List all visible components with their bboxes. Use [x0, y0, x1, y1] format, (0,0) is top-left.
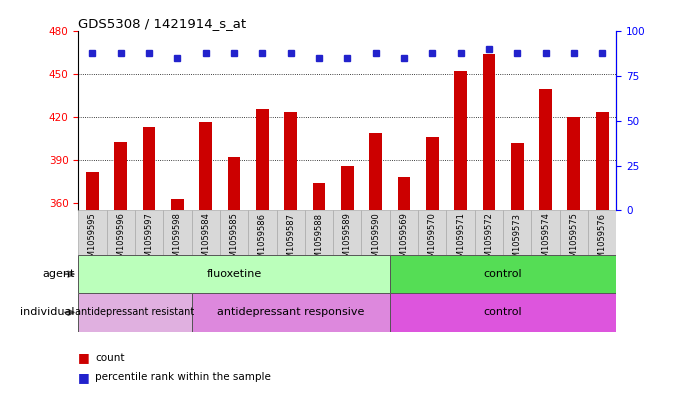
Text: GSM1059588: GSM1059588 — [315, 213, 323, 268]
Bar — [163, 210, 191, 255]
Text: agent: agent — [42, 269, 75, 279]
Text: GSM1059590: GSM1059590 — [371, 213, 380, 268]
Text: GSM1059571: GSM1059571 — [456, 213, 465, 268]
Text: GSM1059570: GSM1059570 — [428, 213, 437, 268]
Text: antidepressant responsive: antidepressant responsive — [217, 307, 364, 318]
Text: antidepressant resistant: antidepressant resistant — [76, 307, 195, 318]
Bar — [333, 210, 362, 255]
Bar — [191, 293, 390, 332]
Bar — [200, 121, 212, 210]
Bar — [503, 210, 531, 255]
Bar — [398, 177, 411, 210]
Text: GSM1059597: GSM1059597 — [144, 213, 154, 268]
Bar — [362, 210, 390, 255]
Text: GSM1059585: GSM1059585 — [229, 213, 238, 268]
Text: ■: ■ — [78, 351, 90, 364]
Bar — [447, 210, 475, 255]
Bar — [248, 210, 276, 255]
Bar — [369, 133, 382, 210]
Text: percentile rank within the sample: percentile rank within the sample — [95, 372, 271, 382]
Bar — [483, 54, 495, 210]
Text: GSM1059596: GSM1059596 — [116, 213, 125, 268]
Text: GSM1059586: GSM1059586 — [258, 213, 267, 268]
Text: GSM1059572: GSM1059572 — [484, 213, 494, 268]
Bar — [276, 210, 305, 255]
Bar — [284, 112, 297, 210]
Bar — [596, 112, 609, 210]
Bar — [256, 109, 269, 210]
Bar — [78, 293, 191, 332]
Bar — [341, 166, 353, 210]
Text: GSM1059576: GSM1059576 — [598, 213, 607, 268]
Text: GDS5308 / 1421914_s_at: GDS5308 / 1421914_s_at — [78, 17, 247, 30]
Bar — [114, 141, 127, 210]
Text: ■: ■ — [78, 371, 90, 384]
Text: count: count — [95, 353, 125, 363]
Text: fluoxetine: fluoxetine — [206, 269, 262, 279]
Text: GSM1059574: GSM1059574 — [541, 213, 550, 268]
Text: control: control — [484, 269, 522, 279]
Bar — [475, 210, 503, 255]
Text: control: control — [484, 307, 522, 318]
Text: GSM1059575: GSM1059575 — [569, 213, 578, 268]
Bar — [588, 210, 616, 255]
Text: GSM1059573: GSM1059573 — [513, 213, 522, 268]
Text: GSM1059598: GSM1059598 — [173, 213, 182, 268]
Bar — [135, 210, 163, 255]
Bar — [313, 183, 326, 210]
Text: GSM1059584: GSM1059584 — [201, 213, 210, 268]
Bar — [531, 210, 560, 255]
Bar — [305, 210, 333, 255]
Bar — [86, 172, 99, 210]
Text: individual: individual — [20, 307, 75, 318]
Bar — [227, 157, 240, 210]
Bar — [107, 210, 135, 255]
Bar — [78, 210, 107, 255]
Text: GSM1059595: GSM1059595 — [88, 213, 97, 268]
Text: GSM1059589: GSM1059589 — [343, 213, 352, 268]
Bar — [191, 210, 220, 255]
Bar — [567, 117, 580, 210]
Bar — [78, 255, 390, 293]
Bar — [418, 210, 447, 255]
Bar — [390, 293, 616, 332]
Bar — [143, 127, 155, 210]
Bar — [511, 143, 524, 210]
Bar — [390, 210, 418, 255]
Bar — [454, 72, 467, 210]
Text: GSM1059587: GSM1059587 — [286, 213, 295, 268]
Bar — [539, 89, 552, 210]
Bar — [220, 210, 248, 255]
Bar — [426, 137, 439, 210]
Bar — [171, 199, 184, 210]
Bar — [390, 255, 616, 293]
Text: GSM1059569: GSM1059569 — [400, 213, 409, 268]
Bar — [560, 210, 588, 255]
